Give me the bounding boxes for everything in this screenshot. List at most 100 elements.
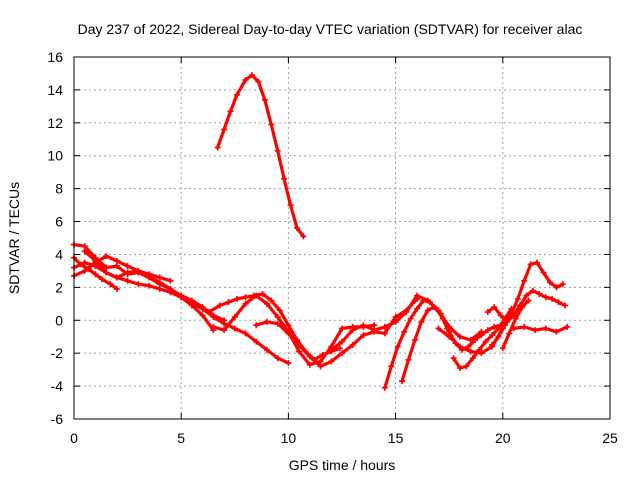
data-point [233, 91, 240, 98]
series-line [451, 307, 513, 370]
data-point [98, 276, 105, 283]
data-point [523, 292, 530, 299]
data-point [167, 286, 174, 293]
data-point [476, 346, 483, 353]
data-point [242, 330, 249, 337]
y-tick-label: 6 [55, 214, 63, 230]
data-point [77, 261, 84, 268]
data-point [521, 277, 528, 284]
data-point [263, 318, 270, 325]
series-sat-r [499, 297, 532, 352]
data-point [484, 309, 491, 316]
data-point [339, 338, 345, 345]
data-point [210, 323, 217, 330]
data-point [527, 261, 534, 268]
series-sat-g [206, 290, 343, 363]
data-point [92, 258, 99, 265]
data-point [519, 304, 526, 311]
data-point [221, 126, 228, 133]
data-point [225, 299, 232, 306]
x-tick-label: 20 [495, 430, 511, 446]
data-point [426, 299, 433, 306]
data-point [456, 333, 463, 340]
data-point [227, 108, 234, 115]
y-axis-label: SDTVAR / TECUs [6, 182, 22, 294]
data-point [199, 312, 206, 319]
data-point [489, 341, 496, 348]
data-point [484, 327, 491, 334]
data-series [71, 72, 571, 391]
data-point [156, 286, 163, 293]
data-point [268, 297, 275, 304]
y-tick-label: -4 [51, 378, 64, 394]
series-line [211, 294, 376, 367]
series-line [400, 305, 449, 383]
data-point [113, 286, 120, 293]
data-point [431, 304, 438, 311]
x-axis-label: GPS time / hours [289, 457, 396, 473]
data-point [561, 302, 568, 309]
data-point [420, 297, 427, 304]
data-point [465, 343, 472, 350]
data-point [349, 341, 356, 348]
y-tick-label: -6 [51, 411, 64, 427]
data-point [216, 302, 223, 309]
data-point [81, 248, 88, 255]
data-point [167, 277, 174, 284]
data-point [553, 328, 560, 335]
data-point [401, 328, 408, 335]
data-point [339, 350, 345, 357]
series-line [207, 292, 342, 362]
data-point [542, 294, 549, 301]
data-point [542, 325, 549, 332]
y-tick-label: 4 [55, 246, 63, 262]
series-sat-h [210, 292, 378, 368]
data-point [328, 346, 335, 353]
data-point [499, 345, 506, 352]
data-point [253, 338, 260, 345]
data-point [231, 325, 238, 332]
data-point [146, 282, 153, 289]
data-point [546, 279, 553, 286]
data-point [103, 253, 110, 260]
data-point [274, 355, 281, 362]
data-point [456, 343, 463, 350]
data-point [418, 318, 425, 325]
data-point [221, 327, 228, 334]
data-point [495, 333, 502, 340]
data-point [306, 361, 313, 368]
data-point [156, 274, 163, 281]
series-sat-l [399, 304, 451, 385]
data-point [371, 327, 378, 334]
y-tick-label: -2 [51, 345, 64, 361]
x-tick-label: 25 [602, 430, 618, 446]
data-point [255, 78, 262, 85]
data-point [450, 355, 457, 362]
data-point [381, 330, 388, 337]
data-point [471, 337, 478, 344]
data-point [178, 294, 185, 301]
data-point [497, 312, 504, 319]
data-point [81, 259, 88, 266]
data-point [285, 360, 292, 367]
data-point [274, 147, 281, 154]
data-point [242, 294, 249, 301]
data-point [360, 322, 367, 329]
data-point [253, 322, 260, 329]
data-point [491, 323, 498, 330]
data-point [263, 300, 270, 307]
data-point [107, 281, 114, 288]
data-point [482, 338, 489, 345]
plot-frame [73, 56, 611, 420]
data-point [514, 295, 521, 302]
data-point [501, 322, 508, 329]
data-point [188, 300, 195, 307]
data-point [478, 332, 485, 339]
data-point [506, 330, 513, 337]
data-point [242, 77, 249, 84]
data-point [135, 267, 142, 274]
data-point [467, 348, 474, 355]
data-point [81, 267, 88, 274]
data-point [534, 259, 541, 266]
